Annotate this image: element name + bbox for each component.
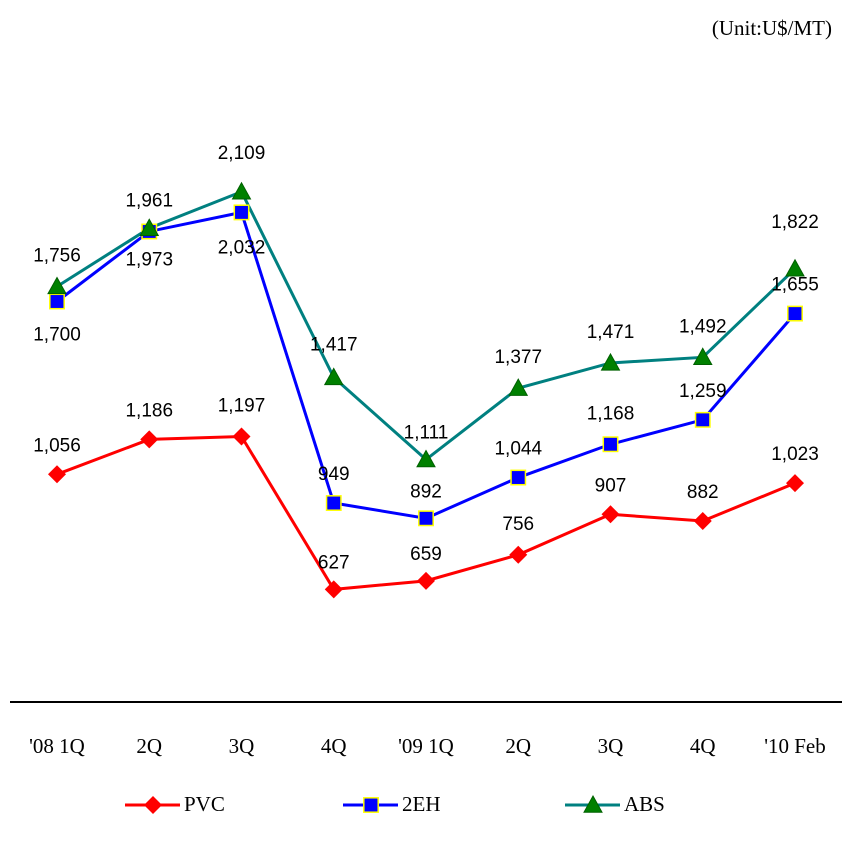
x-tick-label: '08 1Q xyxy=(29,734,85,758)
data-label: 949 xyxy=(318,464,350,485)
marker xyxy=(785,258,805,277)
data-label: 882 xyxy=(687,482,719,503)
marker xyxy=(694,411,711,428)
x-tick-label: 2Q xyxy=(505,734,531,758)
marker xyxy=(325,495,342,511)
marker xyxy=(509,545,528,564)
data-label: 1,655 xyxy=(771,275,819,296)
marker xyxy=(508,378,529,396)
data-label: 1,111 xyxy=(404,423,449,444)
data-label: 1,168 xyxy=(587,403,635,424)
data-label: 659 xyxy=(410,544,442,565)
data-label: 2,109 xyxy=(218,143,266,164)
data-label: 627 xyxy=(318,552,350,573)
marker xyxy=(692,347,713,366)
marker xyxy=(49,293,65,310)
data-label: 1,417 xyxy=(310,334,358,355)
x-tick-label: 2Q xyxy=(136,734,162,758)
x-tick-label: '10 Feb xyxy=(764,734,826,758)
x-tick-label: '09 1Q xyxy=(398,734,454,758)
legend-marker xyxy=(363,797,379,813)
data-label: 756 xyxy=(502,514,534,535)
marker xyxy=(787,305,803,322)
x-tick-label: 4Q xyxy=(690,734,716,758)
data-label: 1,197 xyxy=(218,395,266,416)
legend-label: PVC xyxy=(184,792,225,816)
data-label: 1,961 xyxy=(125,190,173,211)
data-label: 1,023 xyxy=(771,444,819,465)
x-tick-label: 3Q xyxy=(229,734,255,758)
data-label: 2,032 xyxy=(218,237,266,258)
data-label: 1,822 xyxy=(771,212,819,233)
marker xyxy=(140,430,159,449)
marker xyxy=(323,367,344,386)
marker xyxy=(418,510,434,527)
marker xyxy=(233,204,250,221)
marker xyxy=(510,469,527,486)
marker xyxy=(48,465,66,484)
data-label: 1,044 xyxy=(494,439,542,460)
data-label: 1,973 xyxy=(125,249,173,270)
legend-label: 2EH xyxy=(402,792,441,816)
legend-label: ABS xyxy=(624,792,665,816)
data-label: 1,259 xyxy=(679,381,727,402)
marker xyxy=(232,427,251,446)
marker xyxy=(324,580,343,599)
legend-marker xyxy=(144,796,162,814)
marker xyxy=(416,449,436,468)
data-label: 1,756 xyxy=(33,245,81,266)
data-label: 1,492 xyxy=(679,316,727,337)
marker xyxy=(602,436,619,453)
legend-marker xyxy=(583,794,603,813)
marker xyxy=(601,505,620,524)
marker xyxy=(786,474,804,493)
data-label: 1,377 xyxy=(494,347,542,368)
marker xyxy=(417,571,435,590)
data-label: 1,700 xyxy=(33,325,81,346)
data-label: 907 xyxy=(595,475,627,496)
marker xyxy=(47,276,67,295)
marker xyxy=(139,218,160,236)
x-tick-label: 3Q xyxy=(598,734,624,758)
data-label: 1,186 xyxy=(125,400,173,421)
marker xyxy=(693,511,712,530)
data-label: 1,471 xyxy=(587,322,635,343)
data-label: 892 xyxy=(410,481,442,502)
marker xyxy=(600,352,621,371)
marker xyxy=(231,181,252,200)
x-tick-label: 4Q xyxy=(321,734,347,758)
unit-label: (Unit:U$/MT) xyxy=(712,16,832,40)
data-label: 1,056 xyxy=(33,435,81,456)
